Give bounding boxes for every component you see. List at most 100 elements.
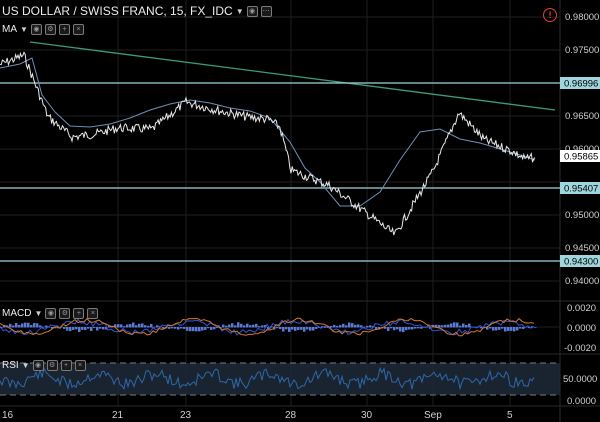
macd-histogram-bar — [465, 324, 468, 328]
ma-legend[interactable]: MA ▼ ◉ ⚙ + × — [2, 24, 84, 35]
eye-icon[interactable]: ◉ — [32, 360, 44, 371]
macd-histogram-bar — [285, 327, 288, 330]
macd-histogram-bar — [249, 325, 252, 328]
macd-histogram-bar — [279, 327, 282, 330]
macd-histogram-bar — [357, 324, 360, 328]
rsi-label[interactable]: RSI — [2, 360, 19, 371]
macd-histogram-bar — [264, 324, 267, 328]
close-icon[interactable]: × — [72, 24, 84, 35]
macd-histogram-bar — [54, 327, 57, 329]
settings-icon[interactable]: ⚙ — [44, 24, 56, 35]
macd-histogram-bar — [417, 327, 420, 329]
macd-signal-line — [0, 317, 535, 337]
macd-histogram-bar — [405, 327, 408, 331]
trend-line[interactable] — [29, 41, 556, 111]
macd-histogram-bar — [102, 327, 105, 330]
chevron-down-icon[interactable]: ▼ — [34, 309, 43, 318]
macd-histogram-bar — [78, 327, 81, 333]
macd-histogram-bar — [222, 324, 225, 328]
rsi-legend[interactable]: RSI ▼ ◉ ⚙ + × — [2, 360, 86, 371]
macd-histogram-bar — [105, 327, 108, 330]
add-icon[interactable]: + — [58, 24, 70, 35]
chevron-down-icon[interactable]: ▼ — [21, 361, 30, 370]
macd-histogram-bar — [360, 325, 363, 328]
macd-histogram-bar — [171, 327, 174, 329]
level-lines[interactable] — [0, 82, 560, 262]
macd-histogram-bar — [420, 327, 423, 329]
ma-label[interactable]: MA — [2, 24, 17, 35]
macd-histogram-bar — [297, 327, 300, 331]
chevron-down-icon[interactable]: ▼ — [20, 25, 28, 34]
macd-histogram-bar — [9, 323, 12, 328]
symbol-header[interactable]: US DOLLAR / SWISS FRANC, 15, FX_IDC ▼ ◉ … — [2, 4, 272, 18]
macd-histogram-bar — [252, 324, 255, 328]
macd-histogram-bar — [342, 323, 345, 328]
macd-histogram-bar — [282, 327, 285, 332]
macd-histogram-bar — [336, 325, 339, 328]
chevron-down-icon[interactable]: ▼ — [235, 6, 244, 16]
close-icon[interactable]: × — [87, 308, 99, 319]
macd-histogram-bar — [489, 327, 492, 329]
more-icon[interactable]: ⋯ — [260, 5, 272, 17]
symbol-title[interactable]: US DOLLAR / SWISS FRANC, 15, FX_IDC — [2, 4, 233, 18]
macd-histogram-bar — [24, 322, 27, 328]
time-label: Sep — [424, 410, 442, 421]
alert-circle-icon[interactable]: ! — [543, 8, 557, 22]
macd-histogram-bar — [534, 327, 537, 328]
settings-icon[interactable]: ⚙ — [46, 360, 58, 371]
add-icon[interactable]: + — [60, 360, 72, 371]
macd-histogram-bar — [438, 325, 441, 328]
macd-histogram-bar — [288, 327, 291, 332]
macd-histogram-bar — [339, 325, 342, 328]
macd-histogram-bar — [483, 326, 486, 328]
macd-histogram-bar — [210, 327, 213, 330]
macd-histogram-bar — [93, 327, 96, 329]
macd-histogram-bar — [45, 325, 48, 328]
eye-icon[interactable]: ◉ — [45, 308, 57, 319]
eye-icon[interactable]: ◉ — [246, 5, 258, 17]
macd-histogram-bar — [444, 324, 447, 328]
macd-histogram-bar — [315, 327, 318, 329]
macd-histogram-bar — [507, 327, 510, 331]
macd-histogram-bar — [387, 327, 390, 331]
close-icon[interactable]: × — [74, 360, 86, 371]
rsi-tick: 50.0000 — [563, 374, 597, 385]
macd-histogram-bar — [462, 323, 465, 328]
macd-label[interactable]: MACD — [2, 308, 32, 319]
macd-histogram-bar — [498, 327, 501, 330]
settings-icon[interactable]: ⚙ — [59, 308, 71, 319]
price-tick: 0.96000 — [565, 144, 599, 155]
macd-histogram-bar — [510, 327, 513, 331]
macd-histogram-bar — [99, 327, 102, 329]
macd-histogram-bar — [276, 327, 279, 329]
add-icon[interactable]: + — [73, 308, 85, 319]
macd-histogram-bar — [141, 323, 144, 328]
macd-histogram-bar — [51, 327, 54, 329]
eye-icon[interactable]: ◉ — [30, 24, 42, 35]
macd-histogram-bar — [378, 327, 381, 330]
macd-histogram-bar — [333, 324, 336, 328]
macd-histogram-bar — [195, 327, 198, 332]
macd-histogram-bar — [309, 327, 312, 331]
macd-histogram-bar — [15, 323, 18, 328]
macd-histogram-bar — [135, 325, 138, 328]
macd-histogram-bar — [294, 327, 297, 331]
macd-tick: -0.0020 — [564, 343, 596, 354]
macd-histogram-bar — [153, 326, 156, 328]
macd-histogram-bar — [528, 327, 531, 329]
macd-legend[interactable]: MACD ▼ ◉ ⚙ + × — [2, 308, 99, 319]
macd-histogram-bar — [258, 326, 261, 328]
macd-histogram-bar — [375, 327, 378, 330]
macd-histogram-bar — [531, 326, 534, 328]
macd-histogram-bar — [90, 327, 93, 331]
macd-histogram-bar — [225, 325, 228, 328]
time-label: 5 — [507, 410, 513, 421]
macd-histogram-bar — [291, 327, 294, 330]
macd-histogram-bar — [450, 323, 453, 328]
macd-histogram-bar — [447, 324, 450, 328]
rsi-line — [0, 367, 535, 391]
macd-histogram-bar — [273, 327, 276, 330]
price-tick: 0.96500 — [565, 111, 599, 122]
macd-histogram-bar — [87, 327, 90, 329]
